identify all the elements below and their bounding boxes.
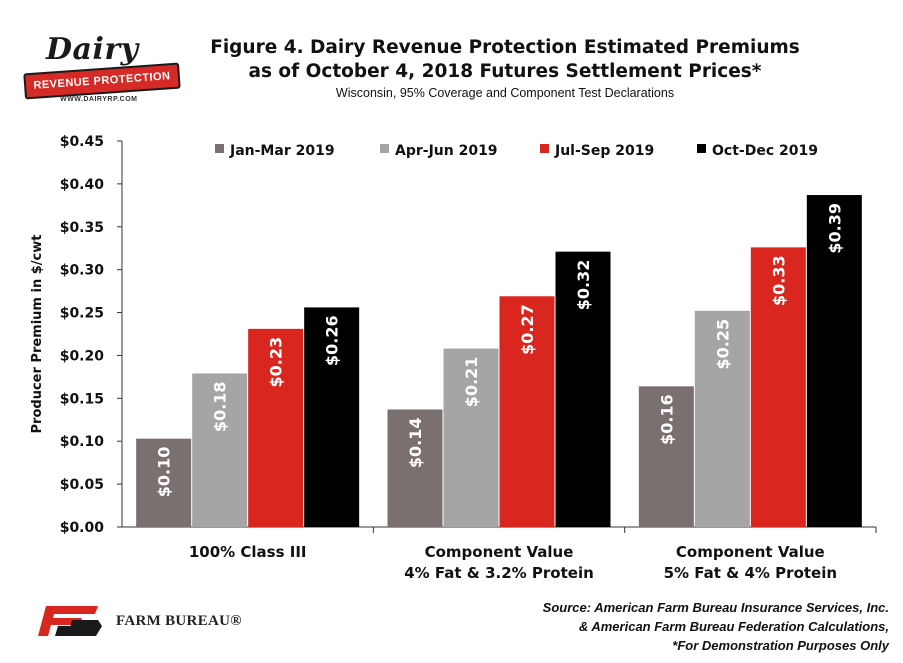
- bar-value-label: $0.32: [574, 260, 593, 311]
- farm-bureau-logo-icon: [38, 606, 102, 636]
- logo-url: WWW.DAIRYRP.COM: [60, 96, 138, 103]
- bar: [387, 409, 443, 527]
- y-tick-label: $0.05: [60, 477, 104, 493]
- y-tick-label: $0.30: [60, 263, 105, 279]
- source-note: Source: American Farm Bureau Insurance S…: [543, 598, 889, 655]
- x-category-label: Component Value: [425, 543, 574, 561]
- chart-title-line-1: Figure 4. Dairy Revenue Protection Estim…: [210, 37, 800, 58]
- bar-value-label: $0.14: [406, 417, 425, 468]
- legend-label: Jul-Sep 2019: [554, 143, 654, 159]
- bar-value-label: $0.10: [155, 447, 174, 498]
- legend-swatch: [215, 144, 224, 153]
- legend-swatch: [540, 144, 549, 153]
- bar: [443, 348, 499, 527]
- source-line-2: & American Farm Bureau Federation Calcul…: [578, 619, 889, 634]
- y-tick-label: $0.00: [60, 520, 105, 536]
- bar-value-label: $0.39: [825, 203, 844, 254]
- bar: [555, 251, 611, 528]
- chart-subtitle: Wisconsin, 95% Coverage and Component Te…: [335, 86, 675, 100]
- bar: [499, 296, 555, 527]
- bar: [136, 438, 192, 527]
- legend-label: Apr-Jun 2019: [395, 143, 498, 159]
- y-tick-label: $0.10: [60, 434, 105, 450]
- dairy-rp-logo: Dairy REVENUE PROTECTION WWW.DAIRYRP.COM: [16, 26, 188, 114]
- y-axis-title: Producer Premium in $/cwt: [30, 235, 45, 434]
- legend-label: Jan-Mar 2019: [229, 143, 335, 159]
- x-category-label: 5% Fat & 4% Protein: [664, 564, 837, 582]
- bar-value-label: $0.26: [323, 315, 342, 366]
- y-tick-label: $0.45: [60, 134, 104, 150]
- bar-value-label: $0.27: [518, 304, 537, 355]
- legend-label: Oct-Dec 2019: [712, 143, 818, 159]
- source-line-1: Source: American Farm Bureau Insurance S…: [542, 600, 889, 615]
- chart-title-line-2: as of October 4, 2018 Futures Settlement…: [248, 61, 762, 82]
- bar: [638, 386, 694, 527]
- bar-value-label: $0.16: [657, 394, 676, 445]
- bar: [192, 373, 248, 527]
- y-tick-label: $0.35: [60, 220, 104, 236]
- source-line-3: *For Demonstration Purposes Only: [672, 638, 889, 653]
- legend-swatch: [697, 144, 706, 153]
- bar: [304, 307, 360, 527]
- logo-dairy-word: Dairy: [46, 32, 139, 67]
- y-tick-label: $0.25: [60, 306, 104, 322]
- legend-swatch: [380, 144, 389, 153]
- bar-value-label: $0.23: [267, 337, 286, 388]
- chart-title-block: Figure 4. Dairy Revenue Protection Estim…: [190, 36, 820, 101]
- y-tick-label: $0.40: [60, 177, 105, 193]
- bar: [694, 310, 750, 527]
- x-category-label: Component Value: [676, 543, 825, 561]
- y-tick-label: $0.15: [60, 391, 104, 407]
- farm-bureau-name: FARM BUREAU®: [116, 613, 242, 629]
- bar: [750, 247, 806, 527]
- x-category-label: 100% Class III: [189, 543, 307, 561]
- bar: [248, 328, 304, 527]
- bar-value-label: $0.25: [713, 319, 732, 370]
- bar-value-label: $0.33: [769, 255, 788, 306]
- y-tick-label: $0.20: [60, 348, 105, 364]
- bar: [806, 195, 862, 528]
- bar-value-label: $0.21: [462, 357, 481, 408]
- bar-value-label: $0.18: [211, 381, 230, 432]
- x-category-label: 4% Fat & 3.2% Protein: [404, 564, 594, 582]
